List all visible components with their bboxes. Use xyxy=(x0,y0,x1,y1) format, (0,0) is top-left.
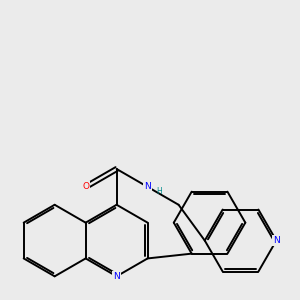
Text: N: N xyxy=(144,182,151,191)
Text: N: N xyxy=(113,272,120,281)
Text: H: H xyxy=(156,187,162,196)
Text: O: O xyxy=(82,182,89,191)
Text: N: N xyxy=(273,236,280,245)
